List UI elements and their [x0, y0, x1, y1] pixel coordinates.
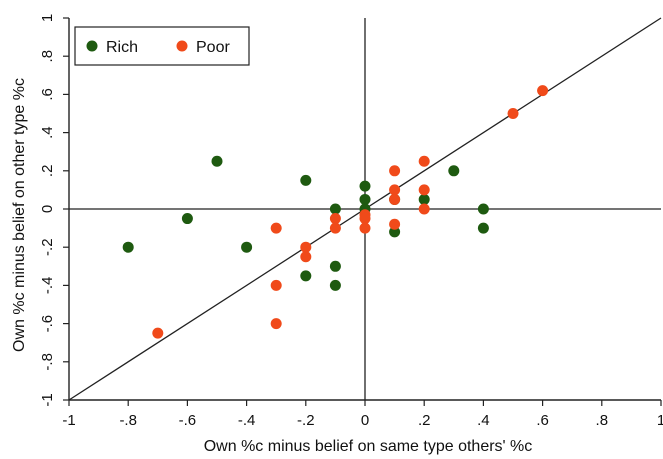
legend-label-rich: Rich [106, 39, 138, 56]
point-rich [181, 213, 193, 225]
x-tick-label: .6 [536, 412, 549, 429]
point-poor [359, 213, 371, 225]
y-tick-label: -.8 [39, 353, 56, 371]
point-poor [389, 165, 401, 177]
point-rich [359, 193, 371, 205]
point-rich [477, 222, 489, 234]
point-rich [300, 174, 312, 186]
data-points [122, 85, 549, 339]
y-tick-label: .4 [39, 126, 56, 139]
point-rich [329, 203, 341, 215]
point-rich [329, 260, 341, 272]
point-poor [300, 251, 312, 263]
x-tick-label: -.8 [119, 412, 137, 429]
legend-box [74, 26, 250, 66]
x-axis-title: Own %c minus belief on same type others'… [204, 438, 533, 455]
y-axis-ticks: -1 -.8 -.6 -.4 -.2 0 .2 .4 .6 .8 1 [39, 14, 69, 407]
x-tick-label: -1 [62, 412, 75, 429]
y-tick-label: 0 [39, 205, 56, 213]
y-axis-title: Own %c minus belief on other type %c [11, 78, 28, 352]
point-poor [537, 85, 549, 97]
y-tick-label: -.6 [39, 315, 56, 333]
point-poor [270, 318, 282, 330]
x-tick-label: 0 [361, 412, 369, 429]
point-rich [359, 180, 371, 192]
x-tick-label: 1 [657, 412, 663, 429]
legend-marker-rich [86, 40, 98, 52]
point-rich [329, 279, 341, 291]
y-tick-label: .8 [39, 50, 56, 63]
point-poor [152, 327, 164, 339]
y-tick-label: -.4 [39, 277, 56, 295]
point-poor [329, 213, 341, 225]
point-poor [389, 218, 401, 230]
point-poor [418, 184, 430, 196]
point-rich [448, 165, 460, 177]
point-rich [418, 193, 430, 205]
point-poor [418, 203, 430, 215]
x-tick-label: .4 [477, 412, 490, 429]
x-tick-label: -.2 [297, 412, 315, 429]
point-poor [359, 222, 371, 234]
x-tick-label: .2 [418, 412, 431, 429]
point-rich [241, 241, 253, 253]
x-tick-label: -.4 [238, 412, 256, 429]
point-poor [270, 222, 282, 234]
y-tick-label: .2 [39, 165, 56, 178]
point-poor [329, 222, 341, 234]
x-axis-ticks: -1 -.8 -.6 -.4 -.2 0 .2 .4 .6 .8 1 [62, 400, 663, 429]
y-tick-label: -.2 [39, 238, 56, 256]
legend-marker-poor [176, 40, 188, 52]
point-rich [389, 226, 401, 238]
y-tick-label: .6 [39, 88, 56, 101]
point-rich [477, 203, 489, 215]
y-tick-label: -1 [39, 393, 56, 406]
x-tick-label: .8 [596, 412, 609, 429]
y-tick-label: 1 [39, 14, 56, 22]
legend: Rich Poor [74, 26, 250, 66]
point-rich [300, 270, 312, 282]
point-poor [270, 279, 282, 291]
point-poor [507, 108, 519, 119]
point-poor [389, 184, 401, 196]
point-poor [389, 193, 401, 205]
point-poor [300, 241, 312, 253]
point-rich [211, 155, 223, 167]
x-tick-label: -.6 [179, 412, 197, 429]
legend-label-poor: Poor [196, 39, 230, 56]
point-rich [122, 241, 134, 253]
point-poor [418, 155, 430, 167]
